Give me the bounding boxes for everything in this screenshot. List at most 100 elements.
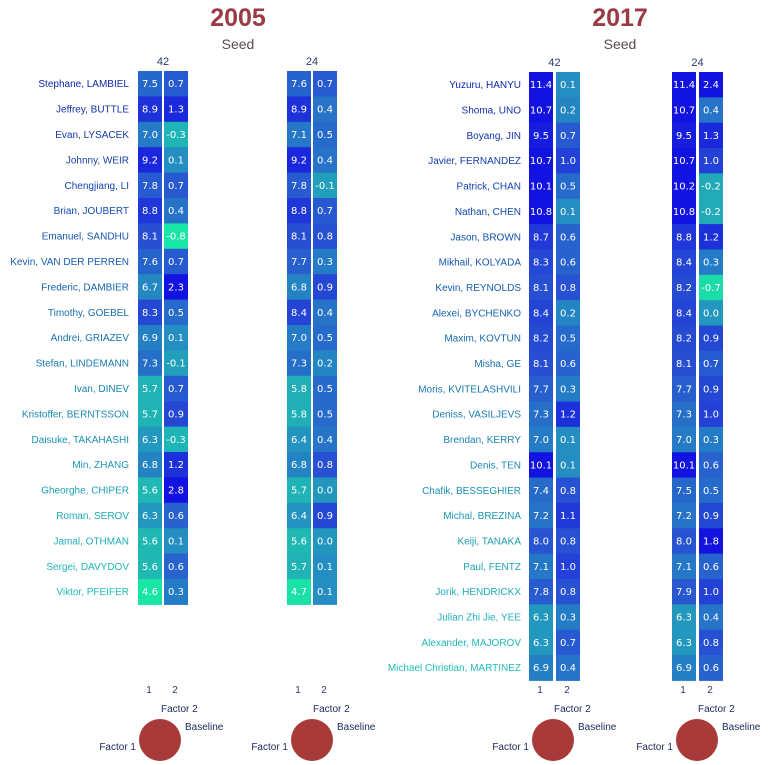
heatmap-cell (556, 249, 580, 276)
factor1-legend-label: Factor 1 (492, 742, 529, 753)
heatmap-cell (556, 325, 580, 352)
heatmap-cell (699, 376, 723, 403)
skater-name: Moris, KVITELASHVILI (418, 384, 521, 395)
cell-value: 0.7 (168, 181, 184, 192)
skater-name: Emanuel, SANDHU (42, 232, 129, 243)
heatmap-cell (699, 300, 723, 326)
cell-value: 0.8 (317, 232, 333, 243)
skater-name: Jorik, HENDRICKX (435, 587, 521, 598)
cell-value: 0.7 (560, 131, 576, 142)
heatmap-cell (699, 426, 723, 453)
cell-value: 8.7 (533, 232, 549, 243)
heatmap-cell (672, 604, 696, 631)
cell-value: 0.1 (168, 333, 184, 344)
heatmap-cell (138, 96, 162, 123)
heatmap-cell (313, 274, 337, 301)
skater-name: Misha, GE (474, 359, 521, 370)
cell-value: 0.7 (317, 206, 333, 217)
cell-value: 8.2 (676, 283, 692, 294)
cell-value: 5.8 (291, 384, 307, 395)
cell-value: 0.5 (560, 182, 576, 193)
heatmap-cell (287, 96, 311, 123)
heatmap-cell (699, 350, 723, 377)
heatmap-cell (556, 401, 580, 428)
heatmap-cell (529, 629, 553, 656)
heatmap-cell (164, 350, 188, 377)
cell-value: 0.1 (560, 80, 576, 91)
cell-value: 0.9 (703, 384, 719, 395)
cell-value: 6.7 (142, 282, 158, 293)
cell-value: 0.4 (168, 206, 184, 217)
skater-name: Maxim, KOVTUN (444, 334, 521, 345)
cell-value: 10.7 (673, 156, 695, 167)
heatmap-cell (699, 325, 723, 352)
cell-value: 1.0 (560, 156, 576, 167)
heatmap-cell (138, 198, 162, 224)
heatmap-cell (672, 452, 696, 479)
seed-label: 24 (306, 56, 318, 68)
cell-value: 7.8 (291, 181, 307, 192)
heatmap-cell (699, 401, 723, 428)
cell-value: -0.2 (701, 207, 721, 218)
heatmap-cell (529, 224, 553, 250)
heatmap-cell (556, 350, 580, 377)
cell-value: 0.3 (560, 384, 576, 395)
skater-name: Paul, FENTZ (463, 562, 521, 573)
cell-value: 0.6 (703, 663, 719, 674)
heatmap-cell (287, 452, 311, 478)
heatmap-cell (313, 71, 337, 97)
heatmap-cell (138, 223, 162, 250)
cell-value: 0.9 (317, 511, 333, 522)
heatmap-cell (672, 477, 696, 504)
heatmap-cell (313, 248, 337, 275)
skater-name: Ivan, DINEV (74, 384, 129, 395)
cell-value: 8.1 (533, 359, 549, 370)
cell-value: 0.7 (168, 384, 184, 395)
heatmap-cell (672, 224, 696, 250)
heatmap-cell (529, 579, 553, 605)
heatmap-cell (287, 198, 311, 224)
cell-value: 7.0 (676, 435, 692, 446)
cell-value: 0.6 (703, 460, 719, 471)
cell-value: 0.1 (560, 207, 576, 218)
heatmap-cell (287, 375, 311, 402)
skater-name: Alexei, BYCHENKO (432, 308, 521, 319)
cell-value: 8.2 (676, 334, 692, 345)
cell-value: 0.6 (560, 232, 576, 243)
heatmap-cell (529, 655, 553, 681)
cell-value: 8.3 (142, 308, 158, 319)
skater-name: Boyang, JIN (467, 131, 521, 142)
heatmap-cell (287, 401, 311, 428)
cell-value: 8.8 (291, 206, 307, 217)
heatmap-cell (529, 452, 553, 479)
cell-value: 5.6 (291, 536, 307, 547)
cell-value: 0.8 (317, 460, 333, 471)
baseline-circle (676, 719, 718, 761)
cell-value: 7.8 (533, 587, 549, 598)
cell-value: 0.3 (317, 257, 333, 268)
heatmap-cell (556, 173, 580, 200)
skater-name: Viktor, PFEIFER (56, 587, 129, 598)
cell-value: 0.7 (703, 359, 719, 370)
cell-value: 5.7 (291, 562, 307, 573)
heatmap-cell (287, 274, 311, 301)
heatmap-cell (672, 148, 696, 174)
heatmap-cell (672, 528, 696, 555)
heatmap-cell (287, 71, 311, 97)
skater-name: Chafik, BESSEGHIER (422, 486, 521, 497)
heatmap-cell (672, 553, 696, 580)
heatmap-cell (164, 528, 188, 555)
cell-value: 2.3 (168, 282, 184, 293)
cell-value: 5.7 (142, 409, 158, 420)
heatmap-cell (287, 121, 311, 148)
skater-name: Gheorghe, CHIPER (41, 486, 129, 497)
cell-value: 7.6 (142, 257, 158, 268)
heatmap-cell (138, 147, 162, 174)
skater-name: Andrei, GRIAZEV (51, 333, 130, 344)
cell-value: 10.1 (673, 460, 695, 471)
heatmap-cell (672, 401, 696, 428)
cell-value: 7.8 (142, 181, 158, 192)
skater-name: Mikhail, KOLYADA (439, 258, 522, 269)
cell-value: 0.4 (317, 435, 333, 446)
heatmap-cell (699, 477, 723, 504)
